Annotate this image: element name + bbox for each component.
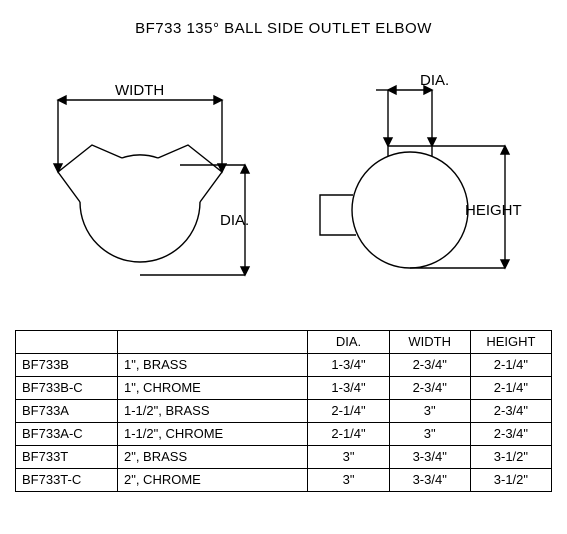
col-dia: DIA.	[308, 331, 389, 354]
cell-desc: 1", BRASS	[117, 354, 307, 377]
cell-width: 3-3/4"	[389, 446, 470, 469]
label-width: WIDTH	[115, 82, 164, 99]
col-desc	[117, 331, 307, 354]
table-header-row: DIA. WIDTH HEIGHT	[16, 331, 552, 354]
cell-height: 2-1/4"	[470, 377, 551, 400]
cell-code: BF733A-C	[16, 423, 118, 446]
cell-height: 2-1/4"	[470, 354, 551, 377]
cell-desc: 1-1/2", CHROME	[117, 423, 307, 446]
cell-code: BF733A	[16, 400, 118, 423]
left-view	[54, 96, 249, 275]
diagram-area: WIDTH DIA. DIA. HEIGHT	[20, 60, 547, 300]
cell-desc: 2", BRASS	[117, 446, 307, 469]
table-body: BF733B1", BRASS1-3/4"2-3/4"2-1/4"BF733B-…	[16, 354, 552, 492]
right-view	[320, 86, 509, 268]
cell-width: 3-3/4"	[389, 469, 470, 492]
cell-dia: 2-1/4"	[308, 423, 389, 446]
cell-width: 2-3/4"	[389, 354, 470, 377]
table-row: BF733A-C1-1/2", CHROME2-1/4"3"2-3/4"	[16, 423, 552, 446]
cell-width: 3"	[389, 400, 470, 423]
cell-dia: 1-3/4"	[308, 354, 389, 377]
dimension-diagram-svg: WIDTH DIA. DIA. HEIGHT	[20, 60, 547, 300]
col-code	[16, 331, 118, 354]
page-title: BF733 135° BALL SIDE OUTLET ELBOW	[0, 20, 567, 37]
cell-dia: 2-1/4"	[308, 400, 389, 423]
cell-height: 3-1/2"	[470, 469, 551, 492]
cell-dia: 1-3/4"	[308, 377, 389, 400]
col-width: WIDTH	[389, 331, 470, 354]
cell-code: BF733T-C	[16, 469, 118, 492]
cell-desc: 2", CHROME	[117, 469, 307, 492]
table-row: BF733T2", BRASS3"3-3/4"3-1/2"	[16, 446, 552, 469]
cell-height: 2-3/4"	[470, 423, 551, 446]
cell-width: 2-3/4"	[389, 377, 470, 400]
label-dia-top: DIA.	[420, 72, 449, 89]
table-row: BF733A1-1/2", BRASS2-1/4"3"2-3/4"	[16, 400, 552, 423]
cell-code: BF733B	[16, 354, 118, 377]
cell-dia: 3"	[308, 469, 389, 492]
cell-desc: 1-1/2", BRASS	[117, 400, 307, 423]
label-dia-left: DIA.	[220, 212, 249, 229]
col-height: HEIGHT	[470, 331, 551, 354]
spec-table-container: DIA. WIDTH HEIGHT BF733B1", BRASS1-3/4"2…	[15, 330, 552, 492]
cell-code: BF733B-C	[16, 377, 118, 400]
table-row: BF733T-C2", CHROME3"3-3/4"3-1/2"	[16, 469, 552, 492]
spec-table: DIA. WIDTH HEIGHT BF733B1", BRASS1-3/4"2…	[15, 330, 552, 492]
label-height: HEIGHT	[465, 202, 522, 219]
table-row: BF733B1", BRASS1-3/4"2-3/4"2-1/4"	[16, 354, 552, 377]
cell-width: 3"	[389, 423, 470, 446]
cell-height: 2-3/4"	[470, 400, 551, 423]
cell-dia: 3"	[308, 446, 389, 469]
cell-height: 3-1/2"	[470, 446, 551, 469]
cell-code: BF733T	[16, 446, 118, 469]
cell-desc: 1", CHROME	[117, 377, 307, 400]
table-row: BF733B-C1", CHROME1-3/4"2-3/4"2-1/4"	[16, 377, 552, 400]
